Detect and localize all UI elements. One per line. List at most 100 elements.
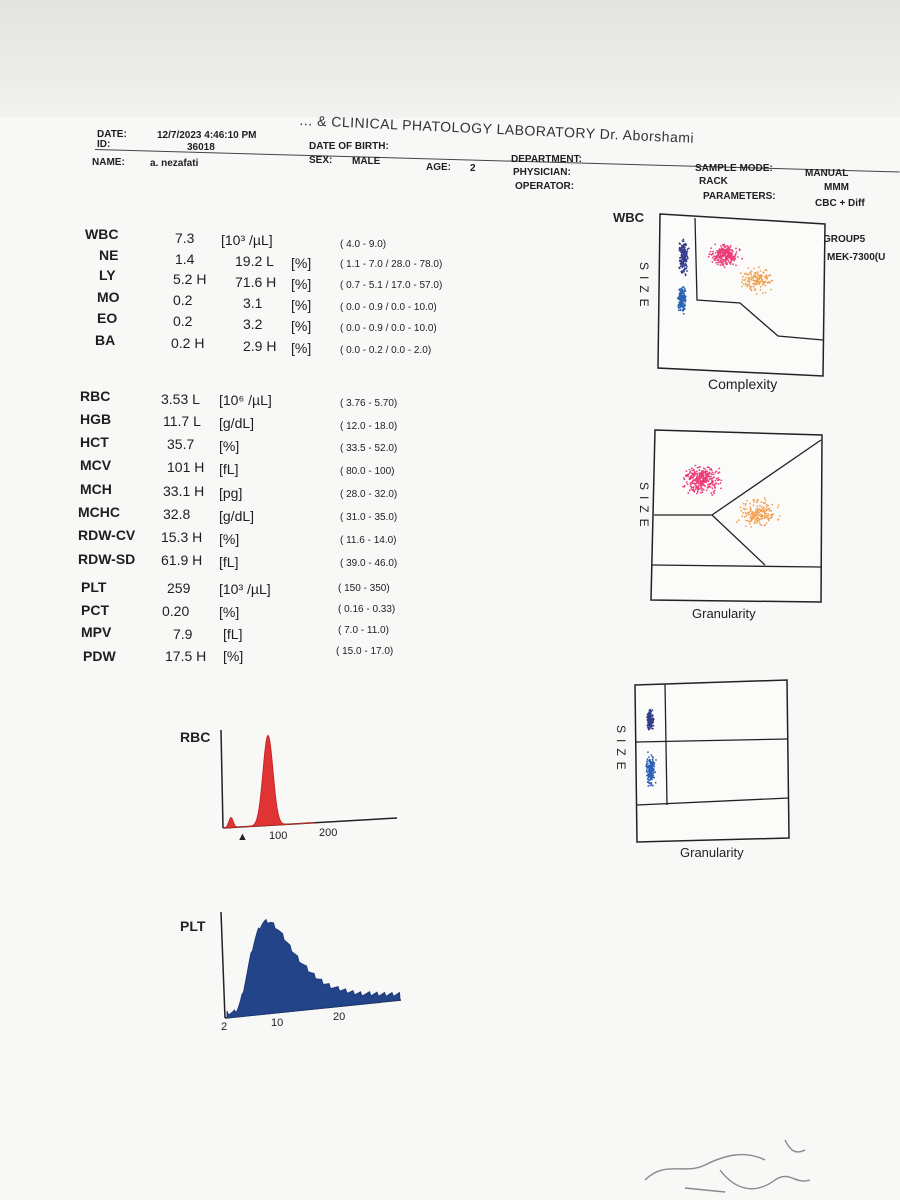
monocyte-dot [753, 285, 755, 288]
eosinophil-dot [770, 509, 773, 512]
cell-dot [652, 721, 655, 723]
eosinophil-dot [742, 502, 745, 505]
eosinophil-dot [767, 513, 770, 515]
eosinophil-dot [760, 506, 763, 508]
scatter2-frame [650, 429, 823, 603]
monocyte-dot [769, 274, 772, 276]
eosinophil-dot [768, 507, 771, 510]
eosinophil-dot [744, 504, 747, 507]
eosinophil-dot [763, 508, 766, 511]
eosinophil-dot [765, 506, 768, 508]
cell-dot [646, 774, 648, 777]
granulocyte-dot [690, 486, 693, 489]
monocyte-dot [751, 279, 753, 281]
lymphocyte-dot [678, 294, 681, 297]
scatter1-frame [657, 213, 826, 377]
pdw-name: PDW [83, 648, 116, 664]
eosinophil-dot [749, 502, 751, 505]
rack-label: RACK [699, 176, 728, 187]
eosinophil-dot [757, 512, 759, 514]
monocyte-dot [764, 284, 767, 287]
lymphocyte-dot [683, 303, 686, 306]
mo-percent: 3.1 [243, 295, 263, 311]
physician-label: PHYSICIAN: [513, 167, 571, 178]
eosinophil-dot [763, 515, 765, 517]
monocyte-dot [750, 276, 753, 279]
cell-dot [647, 773, 649, 775]
rbc-range: ( 3.76 - 5.70) [340, 398, 398, 409]
cell-dot [654, 771, 657, 773]
lymphocyte-dot [678, 242, 681, 245]
neutrophil-dot [730, 261, 733, 263]
cell-dot [653, 768, 655, 771]
sex-value: MALE [352, 156, 381, 167]
monocyte-dot [761, 279, 764, 281]
lymphocyte-dot [686, 270, 688, 272]
granulocyte-dot [702, 467, 705, 470]
mchc-name: MCHC [78, 504, 120, 520]
cell-dot [648, 766, 651, 769]
granulocyte-dot [703, 477, 706, 479]
cell-dot [649, 711, 651, 714]
cell-dot [651, 778, 653, 781]
rdw-sd-value: 61.9 H [161, 552, 203, 568]
eosinophil-dot [748, 511, 750, 514]
cell-dot [647, 765, 649, 768]
age-label: AGE: [426, 162, 451, 173]
scatter2-divider-b [711, 514, 766, 566]
eosinophil-dot [739, 506, 742, 509]
eosinophil-dot [749, 522, 751, 525]
monocyte-dot [742, 283, 745, 286]
eosinophil-dot [750, 515, 752, 518]
lymphocyte-dot [682, 286, 685, 289]
neutrophil-dot [729, 246, 731, 249]
eosinophil-dot [750, 508, 752, 510]
lymphocyte-dot [685, 254, 688, 257]
cell-dot [653, 762, 656, 764]
granulocyte-dot [710, 473, 713, 476]
monocyte-dot [765, 274, 768, 277]
neutrophil-dot [711, 261, 714, 263]
neutrophil-dot [723, 243, 726, 246]
ly-unit: [%] [291, 276, 312, 292]
parameters-value: CBC + Diff [815, 198, 865, 209]
neutrophil-dot [716, 250, 719, 252]
rbc-hist-title: RBC [180, 729, 210, 745]
monocyte-dot [753, 275, 756, 278]
granulocyte-dot [702, 474, 704, 476]
granulocyte-dot [705, 489, 708, 492]
granulocyte-dot [720, 479, 723, 482]
neutrophil-dot [719, 248, 722, 251]
neutrophil-dot [735, 251, 738, 253]
rbc-unit: [10⁶ /µL] [219, 392, 272, 408]
neutrophil-dot [720, 258, 723, 260]
eosinophil-dot [759, 515, 762, 518]
eosinophil-dot [760, 514, 763, 516]
eosinophil-dot [745, 503, 747, 505]
granulocyte-dot [715, 482, 718, 485]
mchc-range: ( 31.0 - 35.0) [340, 512, 398, 523]
ne-percent: 19.2 L [235, 253, 274, 269]
cell-dot [650, 775, 653, 778]
eosinophil-dot [763, 511, 766, 513]
wbc-name: WBC [85, 226, 119, 242]
scatter3-divider-a [664, 683, 668, 806]
cell-dot [647, 785, 650, 787]
rack-value: MMM [824, 182, 849, 193]
lymphocyte-dot [684, 267, 686, 269]
eosinophil-dot [764, 523, 766, 526]
eosinophil-dot [745, 508, 748, 510]
cell-dot [648, 770, 651, 773]
neutrophil-dot [731, 249, 733, 251]
cell-dot [648, 781, 651, 784]
rdw-sd-range: ( 39.0 - 46.0) [340, 558, 398, 569]
eosinophil-dot [764, 514, 766, 516]
lymphocyte-dot [685, 267, 688, 270]
granulocyte-dot [711, 471, 714, 474]
eosinophil-dot [763, 517, 766, 520]
monocyte-dot [755, 276, 758, 278]
granulocyte-dot [703, 484, 705, 487]
monocyte-dot [748, 276, 751, 279]
monocyte-dot [759, 276, 762, 279]
